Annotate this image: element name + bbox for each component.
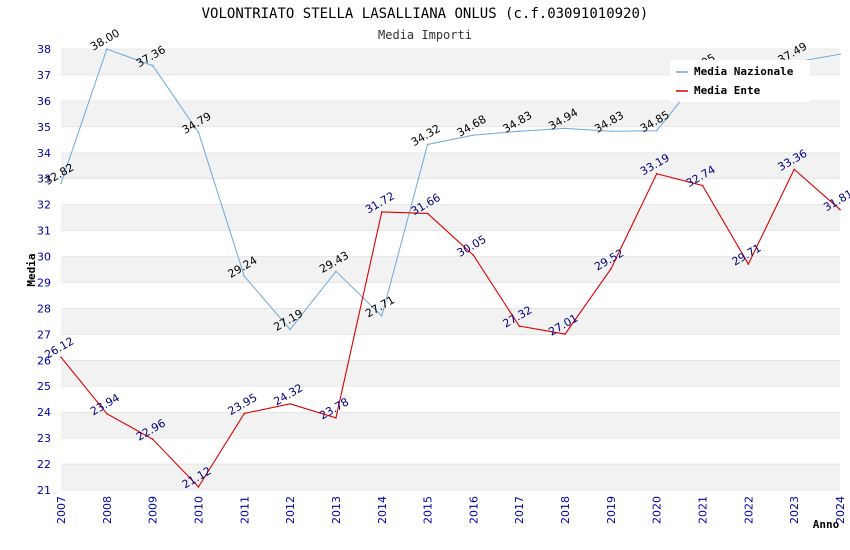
series-line-ente [60, 168, 841, 488]
data-point-nazionale [839, 53, 841, 55]
data-point-ente [839, 208, 841, 211]
chart-title: VOLONTRIATO STELLA LASALLIANA ONLUS (c.f… [202, 6, 649, 22]
x-tick-label: 2020 [651, 496, 664, 524]
x-axis-label: Anno [813, 518, 840, 531]
y-tick-label: 23 [37, 432, 51, 445]
band-29 [61, 256, 840, 283]
data-point-ente [243, 412, 246, 415]
band-25 [61, 360, 840, 387]
x-tick-label: 2014 [376, 496, 389, 524]
data-point-nazionale [243, 275, 246, 278]
data-point-ente [106, 412, 108, 415]
y-tick-label: 24 [37, 406, 51, 419]
data-point-ente [747, 263, 750, 265]
y-tick-label: 37 [37, 69, 51, 82]
data-point-nazionale [197, 131, 200, 134]
y-tick-label: 36 [37, 95, 51, 108]
y-tick-label: 21 [37, 484, 51, 497]
x-tick-label: 2011 [238, 496, 251, 524]
band-21 [61, 464, 840, 490]
data-label-ente: 30.05 [455, 233, 489, 260]
y-tick-label: 32 [37, 199, 51, 212]
data-label-nazionale: 32.82 [42, 161, 76, 188]
y-axis: 21 22 23 24 25 26 27 28 29 30 31 32 33 34 35 36 37 38 [37, 43, 51, 497]
x-tick-label: 2022 [742, 496, 755, 524]
y-tick-label: 27 [37, 328, 51, 341]
x-tick-label: 2023 [788, 496, 801, 524]
y-tick-label: 33 [37, 173, 51, 186]
data-point-ente [335, 417, 337, 419]
y-tick-label: 34 [37, 147, 51, 160]
background-bands [61, 48, 840, 491]
x-tick-label: 2021 [697, 496, 710, 524]
x-tick-label: 2012 [284, 496, 297, 524]
data-point-nazionale [335, 270, 337, 273]
x-tick-label: 2008 [101, 496, 114, 524]
y-tick-label: 29 [37, 276, 51, 289]
data-point-ente [701, 184, 704, 187]
data-point-ente [793, 168, 795, 171]
x-tick-label: 2009 [147, 496, 160, 524]
y-tick-label: 25 [37, 380, 51, 393]
data-point-nazionale [610, 130, 612, 133]
x-tick-label: 2017 [513, 496, 526, 524]
data-point-ente [60, 356, 62, 358]
y-tick-label: 22 [37, 458, 51, 471]
legend-box [670, 60, 810, 102]
data-point-ente [289, 403, 291, 405]
x-axis: 2007 2008 2009 2010 2011 2012 2013 2014 2015 2016… [55, 496, 847, 524]
data-point-nazionale [289, 328, 291, 331]
band-33 [61, 152, 840, 179]
legend: Media Nazionale Media Ente [670, 60, 810, 102]
band-31 [61, 204, 840, 231]
y-tick-label: 38 [37, 43, 51, 56]
legend-label-nazionale: Media Nazionale [694, 65, 794, 78]
x-tick-label: 2013 [330, 496, 343, 524]
y-tick-label: 35 [37, 121, 51, 134]
data-point-nazionale [472, 134, 475, 136]
data-point-nazionale [655, 129, 658, 132]
x-tick-label: 2016 [467, 496, 480, 524]
data-point-ente [610, 268, 612, 270]
data-point-ente [564, 333, 566, 335]
data-point-ente [518, 325, 521, 327]
data-point-ente [472, 254, 475, 257]
data-point-nazionale [60, 182, 62, 185]
y-tick-label: 31 [37, 225, 51, 238]
x-tick-label: 2024 [834, 496, 847, 524]
data-point-nazionale [518, 130, 521, 133]
data-point-nazionale [564, 127, 566, 130]
x-tick-label: 2010 [192, 496, 205, 524]
data-point-ente [655, 172, 658, 175]
x-tick-label: 2019 [605, 496, 618, 524]
data-point-nazionale [426, 143, 429, 146]
y-tick-label: 26 [37, 354, 51, 367]
band-27 [61, 308, 840, 335]
y-tick-label: 30 [37, 251, 51, 264]
data-point-ente [197, 486, 200, 488]
data-point-nazionale [151, 64, 154, 67]
x-tick-label: 2018 [559, 496, 572, 524]
y-axis-label: Media [25, 253, 38, 286]
chart-subtitle: Media Importi [378, 28, 472, 42]
x-tick-label: 2007 [55, 496, 68, 524]
band-35 [61, 100, 840, 127]
data-point-nazionale [380, 315, 383, 317]
data-point-ente [426, 212, 429, 215]
data-point-ente [380, 211, 383, 213]
y-tick-label: 28 [37, 302, 51, 315]
data-point-ente [151, 438, 154, 440]
data-point-nazionale [106, 48, 108, 50]
x-tick-label: 2015 [422, 496, 435, 524]
legend-label-ente: Media Ente [694, 84, 761, 97]
band-23 [61, 412, 840, 439]
